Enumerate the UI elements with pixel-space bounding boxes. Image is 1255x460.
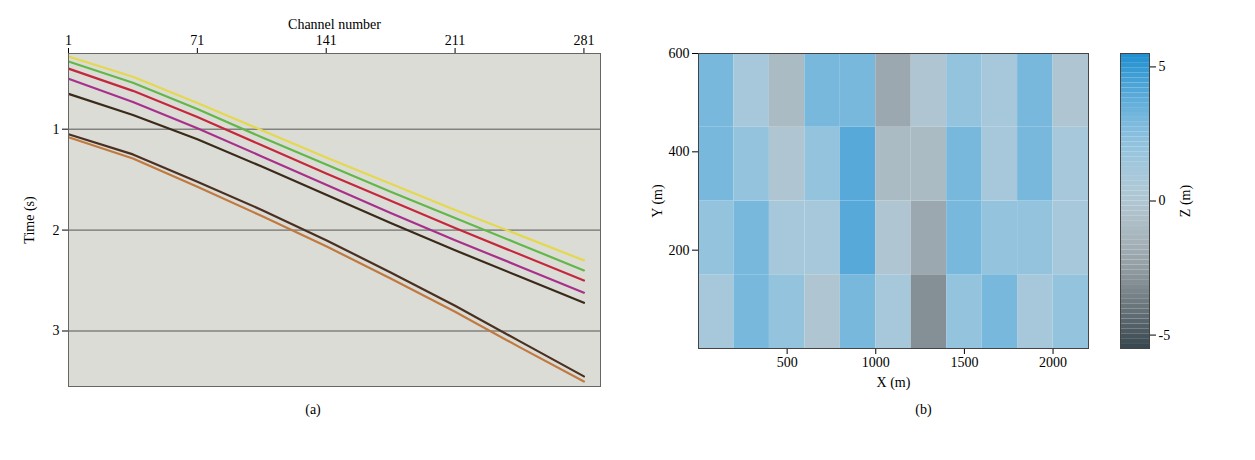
svg-text:X (m): X (m)	[877, 375, 911, 391]
svg-text:5: 5	[1159, 59, 1166, 74]
svg-text:Y (m): Y (m)	[650, 184, 666, 218]
svg-text:Channel number: Channel number	[288, 17, 381, 32]
svg-text:71: 71	[190, 33, 204, 48]
svg-text:500: 500	[777, 355, 798, 370]
svg-text:1: 1	[53, 122, 60, 137]
svg-text:Time (s): Time (s)	[22, 196, 38, 244]
svg-text:400: 400	[669, 144, 690, 159]
html-text:(b): (b)	[915, 402, 932, 417]
svg-text:211: 211	[445, 33, 465, 48]
svg-text:200: 200	[669, 243, 690, 258]
svg-text:3: 3	[53, 323, 60, 338]
html-text:(a): (a)	[305, 402, 321, 417]
svg-text:1: 1	[65, 33, 72, 48]
svg-text:2000: 2000	[1039, 355, 1067, 370]
svg-text:2: 2	[53, 223, 60, 238]
svg-text:Z (m): Z (m)	[1178, 185, 1194, 218]
svg-text:600: 600	[669, 46, 690, 61]
svg-text:0: 0	[1159, 193, 1166, 208]
svg-text:281: 281	[573, 33, 594, 48]
svg-text:-5: -5	[1159, 328, 1171, 343]
svg-text:1000: 1000	[862, 355, 890, 370]
svg-text:141: 141	[316, 33, 337, 48]
svg-text:1500: 1500	[950, 355, 978, 370]
